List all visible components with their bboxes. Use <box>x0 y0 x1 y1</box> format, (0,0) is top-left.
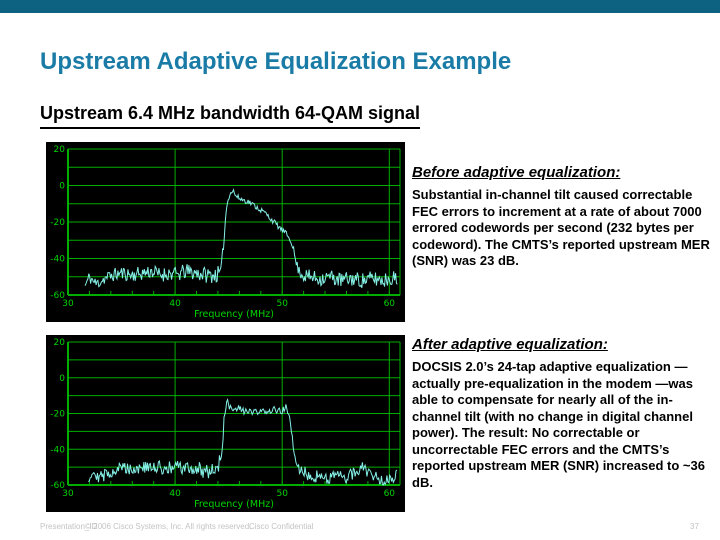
before-body-text: Substantial in-channel tilt caused corre… <box>412 187 710 268</box>
footer-page-number: 37 <box>690 522 699 531</box>
after-equalization-block: After adaptive equalization: DOCSIS 2.0’… <box>412 336 719 491</box>
svg-text:-40: -40 <box>50 445 65 455</box>
svg-text:0: 0 <box>59 182 65 192</box>
svg-text:0: 0 <box>59 374 65 384</box>
slide-subtitle: Upstream 6.4 MHz bandwidth 64-QAM signal <box>40 103 421 129</box>
svg-text:-20: -20 <box>50 410 65 420</box>
svg-text:30: 30 <box>62 299 74 309</box>
before-heading: Before adaptive equalization: <box>412 164 621 181</box>
footer-confidential: Cisco Confidential <box>249 522 314 531</box>
svg-text:60: 60 <box>384 299 396 309</box>
svg-text:-60: -60 <box>50 291 65 301</box>
svg-text:Frequency (MHz): Frequency (MHz) <box>194 309 274 320</box>
svg-text:-60: -60 <box>50 481 65 491</box>
svg-text:40: 40 <box>169 299 181 309</box>
svg-text:20: 20 <box>54 338 66 348</box>
svg-text:30: 30 <box>62 489 74 499</box>
top-accent-bar <box>0 0 720 13</box>
slide-title: Upstream Adaptive Equalization Example <box>40 48 512 75</box>
svg-text:60: 60 <box>384 489 396 499</box>
footer-copyright: © 2006 Cisco Systems, Inc. All rights re… <box>85 522 252 531</box>
spectrum-chart-before: 20 0 -20 -40 -60 30 40 50 60 Frequency (MHz) <box>46 142 405 322</box>
svg-text:50: 50 <box>276 299 288 309</box>
spectrum-chart-after: 20 0 -20 -40 -60 30 40 50 60 Frequency (MHz) <box>46 335 405 512</box>
footer-presentation-id: Presentation_ID <box>40 522 98 531</box>
svg-text:20: 20 <box>54 145 66 155</box>
svg-text:40: 40 <box>169 489 181 499</box>
after-heading: After adaptive equalization: <box>412 336 608 353</box>
svg-text:-40: -40 <box>50 255 65 265</box>
svg-text:-20: -20 <box>50 218 65 228</box>
before-equalization-block: Before adaptive equalization: Substantia… <box>412 164 716 270</box>
svg-text:50: 50 <box>276 489 288 499</box>
svg-text:Frequency (MHz): Frequency (MHz) <box>194 499 274 510</box>
after-body-text: DOCSIS 2.0’s 24-tap adaptive equalizatio… <box>412 359 705 490</box>
